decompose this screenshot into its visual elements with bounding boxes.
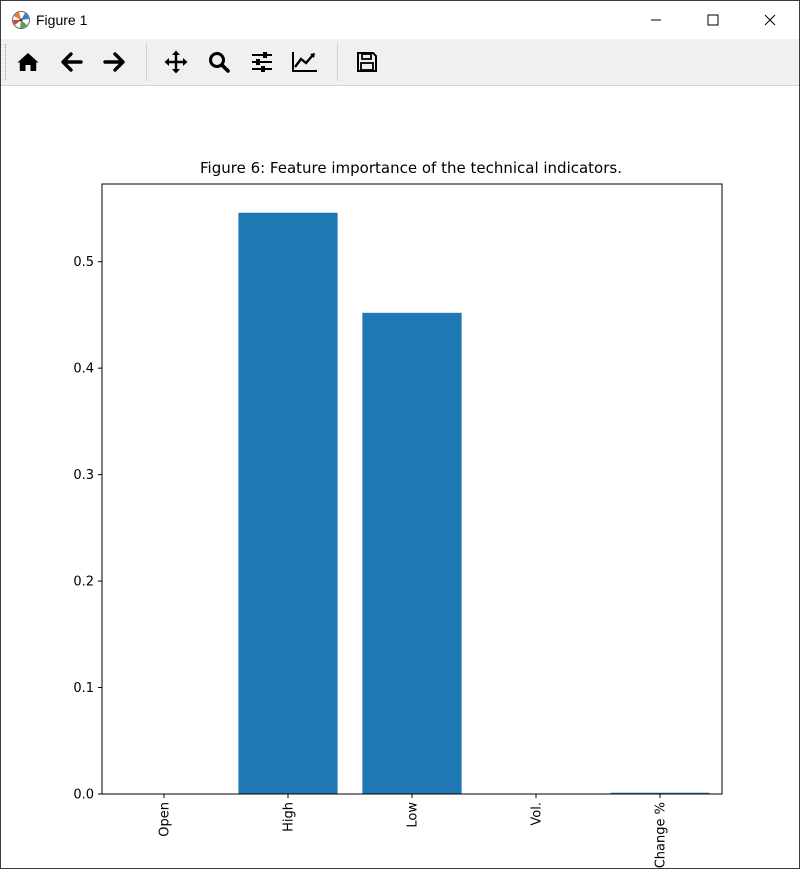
y-tick-label: 0.3 xyxy=(73,468,94,483)
matplotlib-logo-icon xyxy=(12,11,30,29)
x-tick-label: Vol. xyxy=(530,802,545,826)
chart-title: Figure 6: Feature importance of the tech… xyxy=(200,159,622,177)
x-tick-label: Open xyxy=(158,802,173,837)
arrow-left-icon xyxy=(61,52,83,72)
x-tick-label: Low xyxy=(406,802,421,828)
maximize-icon xyxy=(707,14,719,26)
y-tick-label: 0.1 xyxy=(73,681,94,696)
home-icon xyxy=(17,53,39,71)
navigation-toolbar xyxy=(1,39,799,86)
forward-button[interactable] xyxy=(97,45,131,79)
pan-button[interactable] xyxy=(159,45,193,79)
toolbar-separator xyxy=(146,43,147,81)
magnifier-icon xyxy=(209,52,230,73)
y-tick-label: 0.0 xyxy=(73,788,94,803)
close-icon xyxy=(764,14,776,26)
x-axis: Open High Low Vol. Change % xyxy=(158,794,669,868)
minimize-button[interactable] xyxy=(627,1,685,39)
edit-axis-button[interactable] xyxy=(288,45,322,79)
line-chart-icon xyxy=(292,52,317,72)
y-tick-label: 0.2 xyxy=(73,575,94,590)
zoom-button[interactable] xyxy=(202,45,236,79)
window-title: Figure 1 xyxy=(36,12,88,28)
figure-canvas[interactable]: Figure 6: Feature importance of the tech… xyxy=(1,86,799,868)
maximize-button[interactable] xyxy=(684,1,742,39)
back-button[interactable] xyxy=(55,45,89,79)
y-tick-label: 0.4 xyxy=(73,362,94,377)
bar-change xyxy=(610,792,710,794)
home-button[interactable] xyxy=(11,45,45,79)
minimize-icon xyxy=(651,19,661,21)
floppy-disk-icon xyxy=(357,52,377,72)
x-tick-label: High xyxy=(282,802,297,832)
bar-chart: Figure 6: Feature importance of the tech… xyxy=(73,159,723,868)
close-button[interactable] xyxy=(741,1,799,39)
axes-frame xyxy=(101,183,723,795)
sliders-icon xyxy=(252,52,272,72)
bar-low xyxy=(362,312,462,794)
arrow-right-icon xyxy=(103,52,125,72)
toolbar-grip[interactable] xyxy=(5,44,8,80)
bar-high xyxy=(238,212,338,794)
x-tick-label: Change % xyxy=(654,802,669,868)
save-button[interactable] xyxy=(350,45,384,79)
bars-group xyxy=(238,212,710,794)
subplots-button[interactable] xyxy=(245,45,279,79)
title-bar[interactable]: Figure 1 xyxy=(1,1,799,39)
move-icon xyxy=(164,50,188,74)
toolbar-separator xyxy=(337,43,338,81)
y-tick-label: 0.5 xyxy=(73,255,94,270)
y-axis: 0.0 0.1 0.2 0.3 0.4 0.5 xyxy=(73,255,102,803)
